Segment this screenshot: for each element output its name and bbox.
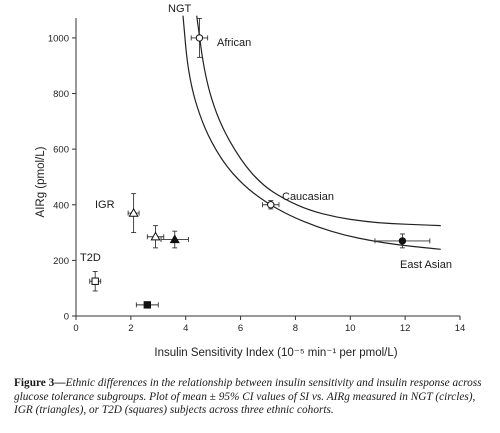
x-tick-label: 2	[128, 323, 133, 334]
x-tick-label: 6	[238, 323, 243, 334]
boundary-curves	[182, 15, 441, 250]
caption-text: Ethnic differences in the relationship b…	[14, 377, 482, 417]
x-tick-label: 10	[345, 323, 356, 334]
x-tick-label: 4	[183, 323, 188, 334]
curve-upper	[196, 15, 441, 227]
label-t2d: T2D	[80, 252, 101, 264]
x-tick-label: 12	[400, 323, 411, 334]
point-igr-caucasian	[146, 225, 165, 249]
point-ngt-east-asian	[374, 233, 431, 249]
label-african: African	[217, 37, 251, 49]
triangle-marker	[169, 234, 180, 244]
circle-marker	[267, 201, 275, 209]
square-marker	[91, 277, 99, 285]
label-ngt: NGT	[168, 3, 192, 15]
y-tick-label: 0	[64, 312, 69, 323]
y-tick-label: 1000	[48, 33, 69, 44]
x-axis-title: Insulin Sensitivity Index (10⁻⁵ min⁻¹ pe…	[154, 347, 397, 359]
y-tick-label: 600	[53, 145, 69, 156]
point-igr-east-asian	[160, 230, 189, 249]
point-t2d-east-asian	[135, 301, 159, 309]
y-axis-title: AIRg (pmol/L)	[35, 146, 47, 217]
y-tick-label: 200	[53, 256, 69, 267]
point-t2d-african	[89, 271, 102, 292]
y-tick-label: 800	[53, 89, 69, 100]
square-marker	[143, 301, 152, 309]
circle-marker	[398, 237, 407, 245]
label-east-asian: East Asian	[400, 259, 452, 271]
axes: 0 2 4 6 8 10 12 14 0 200 400 600 800 1000	[48, 18, 465, 334]
y-tick-label: 400	[53, 200, 69, 211]
x-tick-label: 14	[455, 323, 466, 334]
label-caucasian: Caucasian	[282, 191, 334, 203]
caption-label: Figure 3—	[14, 377, 66, 389]
curve-lower	[182, 15, 441, 250]
circle-marker	[195, 34, 204, 42]
figure-caption: Figure 3—Ethnic differences in the relat…	[14, 377, 490, 418]
group-labels: NGT African IGR T2D Caucasian East Asian	[80, 3, 452, 271]
triangle-marker	[128, 207, 139, 217]
data-points	[89, 17, 431, 309]
triangle-marker	[150, 231, 161, 241]
scatter-chart: 0 2 4 6 8 10 12 14 0 200 400 600 800 1000 NGT African…	[35, 3, 465, 359]
x-tick-label: 8	[293, 323, 298, 334]
point-ngt-caucasian	[262, 200, 280, 210]
point-ngt-african	[190, 17, 209, 58]
x-tick-label: 0	[73, 323, 78, 334]
label-igr: IGR	[95, 199, 115, 211]
point-igr-african	[127, 193, 140, 234]
